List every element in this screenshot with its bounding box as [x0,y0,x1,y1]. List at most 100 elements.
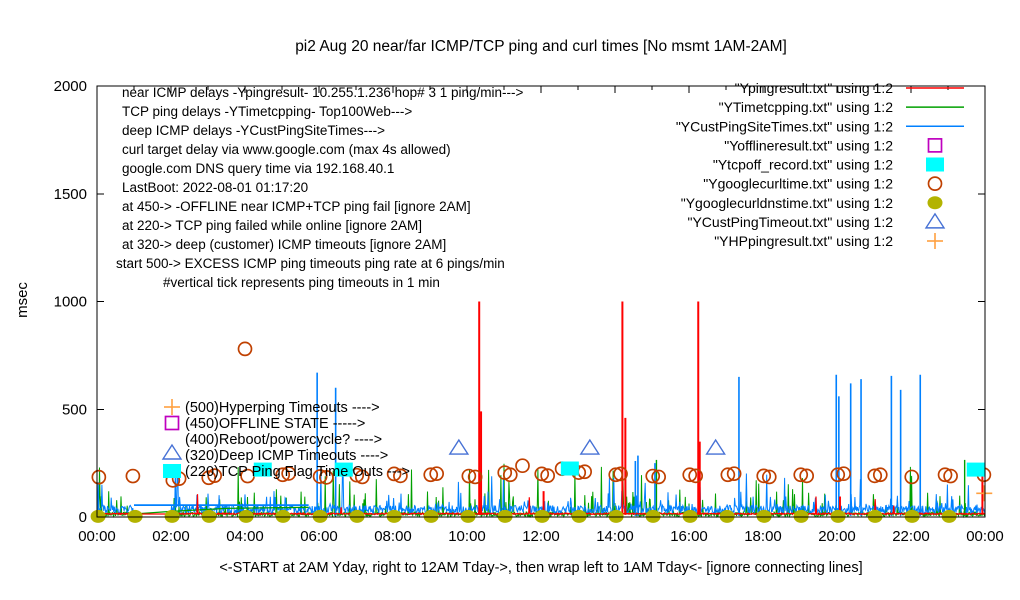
legend-marker-sample [924,212,946,229]
legend-label: "Ygooglecurltime.txt" using 1:2 [703,176,893,192]
curl-time-point [237,341,253,357]
curl-time-point [207,468,223,483]
legend-entry: "Ygooglecurltime.txt" using 1:2 [703,176,943,192]
dns-time-point [386,509,402,523]
info-line-6: at 450-> -OFFLINE near ICMP+TCP ping fai… [122,199,471,214]
plot-annotations: near ICMP delays -Ypingresult- 10.255.1.… [116,85,523,480]
legend: "Ypingresult.txt" using 1:2 "YTimetcpping… [676,80,964,249]
info-line-2: deep ICMP delays -YCustPingSiteTimes---> [122,123,385,138]
dns-time-point [423,509,439,523]
chart-title: pi2 Aug 20 near/far ICMP/TCP ping and cu… [295,38,787,55]
legend-entry: "Yofflineresult.txt" using 1:2 [724,137,943,153]
x-tick-label: 08:00 [374,528,412,545]
y-tick-label: 500 [62,401,87,418]
x-tick-label: 10:00 [448,528,486,545]
legend-entry: "Ytcpoff_record.txt" using 1:2 [713,157,944,173]
info-line-8: at 320-> deep (customer) ICMP timeouts [… [122,237,446,252]
dns-time-point [756,509,772,523]
dns-time-point [201,509,217,523]
level-label-450: (450)OFFLINE STATE -----> [185,416,365,432]
plot-border [96,85,986,518]
level-label-400: (400)Reboot/powercycle? ----> [185,432,382,448]
dns-time-point [497,509,513,523]
dns-time-point [127,509,143,523]
axis-ticks: 00:00 02:00 04:00 06:00 08:00 10:00 12:00 14:00… [54,78,1004,545]
dns-time-point [830,509,846,523]
curl-time-point [688,468,704,484]
dns-time-point [719,509,735,523]
curl-time-point [354,469,370,485]
curl-time-point [761,469,777,485]
dns-time-point [238,509,254,523]
cust-ping-timeout-point [705,438,726,455]
info-line-1: TCP ping delays -YTimetcpping- Top100Web… [122,104,412,119]
dns-time-point [312,509,328,523]
curl-time-point [502,467,518,483]
x-tick-label: 00:00 [78,528,116,545]
dns-time-point [460,509,476,523]
curl-time-point [651,469,667,485]
x-tick-label: 20:00 [818,528,856,545]
y-tick-label: 0 [79,509,87,526]
tcpoff-record-point [334,462,353,477]
legend-marker-sample [927,176,943,191]
legend-label: "Ygooglecurldnstime.txt" using 1:2 [681,195,893,211]
curl-time-point [393,468,408,484]
x-tick-label: 02:00 [152,528,190,545]
legend-entry: "YCustPingSiteTimes.txt" using 1:2 [676,118,964,134]
curl-time-point [281,466,297,481]
x-tick-label: 00:00 [966,528,1004,545]
legend-label: "YHPpingresult.txt" using 1:2 [714,233,893,249]
dns-time-point [867,509,883,523]
dns-time-point [349,509,365,523]
dns-time-point [90,509,106,523]
info-line-7: at 220-> TCP ping failed while online [i… [122,218,422,233]
cust-ping-timeout-point [579,438,601,455]
legend-label: "YCustPingTimeout.txt" using 1:2 [687,214,893,230]
curl-time-point [467,469,483,485]
curl-time-point [720,467,736,483]
legend-entry: "YCustPingTimeout.txt" using 1:2 [687,212,946,230]
legend-entry: "Ypingresult.txt" using 1:2 [735,80,964,96]
curl-time-point [125,468,141,484]
curl-time-point [429,466,445,482]
level-label-500: (500)Hyperping Timeouts ----> [185,400,380,416]
dns-time-point [164,509,180,523]
legend-marker-sample [926,157,944,172]
curl-time-point [799,468,815,484]
dns-time-point [571,509,587,523]
info-line-3: curl target delay via www.google.com (ma… [122,142,451,157]
curl-time-point [423,467,439,483]
curl-time-point [461,468,477,484]
x-tick-label: 18:00 [744,528,782,545]
filled-square-annotation-marker [163,464,181,478]
curl-time-point [312,469,328,484]
y-tick-label: 1500 [54,186,87,203]
curl-time-point [91,469,107,485]
x-tick-label: 16:00 [670,528,708,545]
y-tick-label: 2000 [54,78,87,95]
legend-label: "YCustPingSiteTimes.txt" using 1:2 [676,118,893,134]
level-label-320: (320)Deep ICMP Timeouts ----> [185,448,388,464]
info-line-10: #vertical tick represents ping timeouts … [163,275,440,290]
info-line-9: start 500-> EXCESS ICMP ping timeouts pi… [116,256,505,271]
dns-time-point [534,509,550,523]
info-line-4: google.com DNS query time via 192.168.40… [122,161,394,176]
dns-time-point [275,509,291,523]
deep-icmp-series [96,470,986,516]
curl-time-point [515,458,530,474]
curl-time-point [793,467,809,483]
tcpoff-record-point [253,462,272,477]
curl-time-point [613,466,628,482]
curl-time-point [319,469,334,485]
x-tick-label: 14:00 [596,528,634,545]
legend-entry: "Ygooglecurldnstime.txt" using 1:2 [681,195,943,211]
legend-marker-sample [927,196,943,210]
curl-time-point [645,468,661,484]
curl-time-point [275,467,291,483]
curl-time-point [830,467,846,483]
x-tick-label: 22:00 [892,528,930,545]
legend-entry: "YTimetcpping.txt" using 1:2 [719,99,964,115]
curl-time-point [608,467,624,483]
